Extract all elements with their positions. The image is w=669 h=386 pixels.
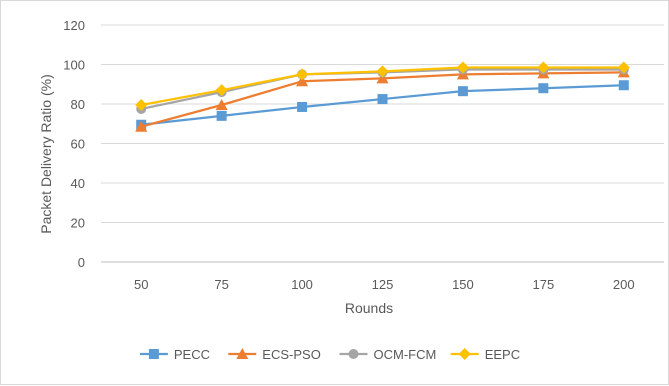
data-point-pecc [216, 110, 227, 121]
legend-label: PECC [174, 347, 210, 362]
x-axis-title: Rounds [345, 300, 393, 316]
x-tick-label: 50 [134, 277, 148, 292]
y-tick-label: 60 [71, 137, 85, 152]
legend-item-eepc: EEPC [450, 347, 520, 362]
y-tick-label: 120 [63, 18, 85, 33]
grid-layer [101, 24, 664, 263]
legend-label: OCM-FCM [374, 347, 437, 362]
series-layer [135, 61, 630, 132]
x-tick-label: 75 [214, 277, 228, 292]
data-point-eepc [135, 98, 148, 111]
data-point-ecs-pso [135, 120, 148, 132]
data-point-pecc [377, 94, 388, 105]
y-tick-label: 100 [63, 58, 85, 73]
y-tick-label: 20 [71, 216, 85, 231]
data-point-eepc [215, 84, 228, 97]
x-tick-label: 175 [533, 277, 555, 292]
legend: PECC ECS-PSO OCM-FCM EEPC [139, 347, 520, 362]
series-pecc [136, 80, 629, 130]
data-point-pecc [538, 83, 549, 94]
y-tick-label: 40 [71, 176, 85, 191]
y-tick-labels: 0 20 40 60 80 100 120 [63, 18, 85, 270]
x-tick-label: 100 [291, 277, 313, 292]
legend-item-pecc: PECC [139, 347, 210, 362]
x-tick-labels: 50 75 100 125 150 175 200 [134, 277, 635, 292]
series-eepc [135, 61, 630, 111]
data-point-ecs-pso [215, 98, 228, 110]
data-point-eepc [456, 61, 469, 74]
legend-marker [236, 348, 249, 359]
y-tick-label: 0 [78, 255, 85, 270]
x-tick-label: 150 [452, 277, 474, 292]
data-point-eepc [617, 61, 630, 74]
y-axis-title: Packet Delivery Ratio (%) [38, 74, 54, 234]
data-point-eepc [376, 65, 389, 78]
legend-marker [458, 348, 471, 360]
legend-item-ecs-pso: ECS-PSO [228, 347, 321, 362]
data-point-pecc [457, 86, 468, 97]
y-tick-label: 80 [71, 97, 85, 112]
data-point-pecc [618, 80, 629, 91]
legend-item-ocm-fcm: OCM-FCM [339, 347, 437, 362]
legend-label: EEPC [485, 347, 520, 362]
legend-marker [348, 349, 359, 359]
data-point-eepc [537, 61, 550, 74]
legend-label: ECS-PSO [262, 347, 321, 362]
legend-marker [148, 349, 159, 359]
data-point-pecc [297, 101, 308, 112]
data-point-ecs-pso [376, 72, 389, 84]
data-point-eepc [296, 68, 309, 81]
x-tick-label: 200 [613, 277, 635, 292]
x-tick-label: 125 [372, 277, 394, 292]
data-point-ecs-pso [296, 75, 309, 87]
